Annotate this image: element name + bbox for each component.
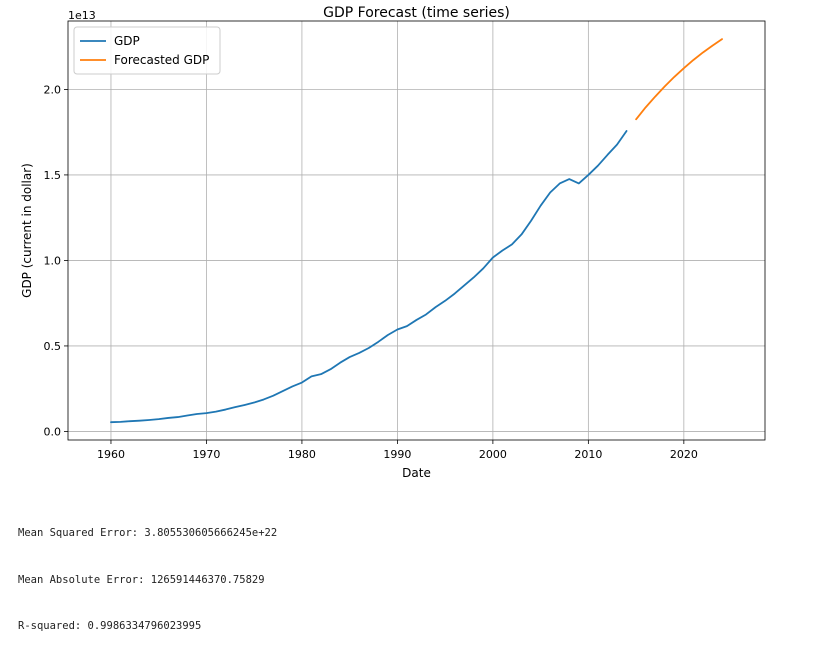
gdp-forecast-chart: 1960 1970 1980 1990 2000 2010 2020 0.0 0.5 1.0 1.5…: [0, 0, 836, 490]
x-tick-label: 1980: [288, 448, 316, 461]
x-tick-label: 2000: [479, 448, 507, 461]
metric-r-squared: R-squared: 0.9986334796023995: [18, 620, 202, 632]
y-tick-label: 2.0: [44, 83, 62, 96]
metric-mse: Mean Squared Error: 3.805530605666245e+2…: [18, 527, 278, 539]
metrics-output: Mean Squared Error: 3.805530605666245e+2…: [18, 495, 277, 650]
legend: GDP Forecasted GDP: [73, 26, 221, 75]
axis-ticks: 1960 1970 1980 1990 2000 2010 2020 0.0 0.5 1.0 1.5…: [44, 83, 698, 461]
x-tick-label: 2010: [574, 448, 602, 461]
x-tick-label: 1960: [97, 448, 125, 461]
series-lines: [110, 38, 723, 424]
chart-title: GDP Forecast (time series): [323, 5, 510, 21]
y-tick-label: 1.0: [44, 254, 62, 267]
x-tick-label: 1990: [383, 448, 411, 461]
grid-lines: [68, 21, 765, 440]
x-tick-label: 2020: [670, 448, 698, 461]
y-offset-label: 1e13: [68, 9, 96, 22]
forecast-series-line: [635, 38, 723, 121]
y-axis-label: GDP (current in dollar): [20, 163, 34, 298]
y-tick-label: 0.5: [44, 340, 62, 353]
plot-frame: [67, 20, 766, 441]
y-tick-label: 1.5: [44, 169, 62, 182]
legend-label-forecast: Forecasted GDP: [114, 53, 209, 67]
y-tick-label: 0.0: [44, 425, 62, 438]
figure-background: [0, 0, 836, 490]
x-axis-label: Date: [402, 466, 431, 480]
x-tick-label: 1970: [192, 448, 220, 461]
metric-mae: Mean Absolute Error: 126591446370.75829: [18, 573, 265, 586]
legend-label-gdp: GDP: [114, 34, 140, 48]
gdp-series-line: [110, 130, 628, 424]
legend-box: [73, 26, 221, 75]
